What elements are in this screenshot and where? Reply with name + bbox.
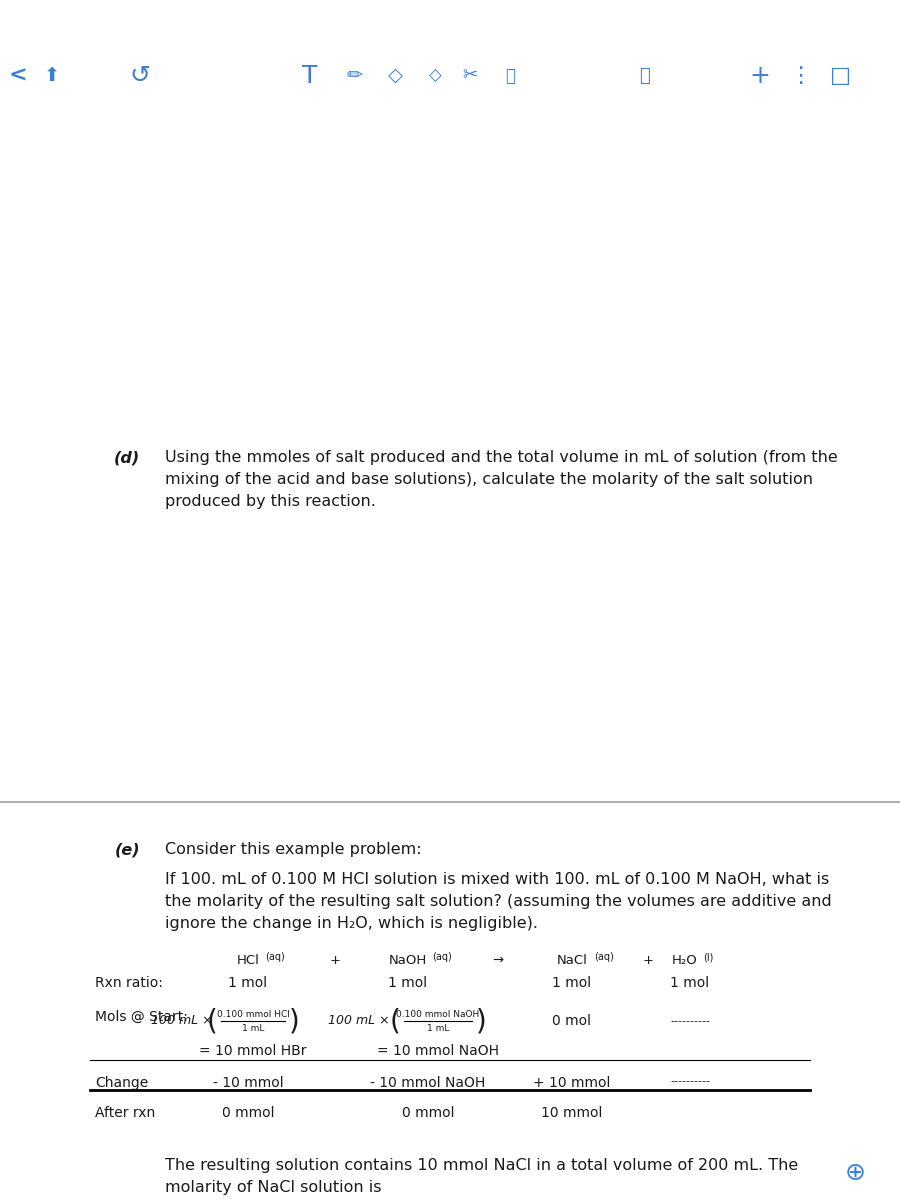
Text: (l): (l) (703, 952, 714, 962)
Text: the molarity of the resulting salt solution? (assuming the volumes are additive : the molarity of the resulting salt solut… (165, 894, 832, 910)
Text: ----------: ---------- (670, 1076, 710, 1086)
Text: = 10 mmol HBr: = 10 mmol HBr (199, 1044, 307, 1058)
Text: +: + (643, 954, 653, 967)
Text: ✂: ✂ (463, 66, 478, 84)
Text: ⬆: ⬆ (44, 66, 60, 85)
Text: T: T (302, 64, 318, 88)
Text: - 10 mmol NaOH: - 10 mmol NaOH (371, 1076, 486, 1090)
Text: (aq): (aq) (265, 952, 284, 962)
Text: 43%: 43% (860, 14, 888, 26)
Text: ◇: ◇ (428, 66, 441, 84)
Text: 0.100 mmol NaOH: 0.100 mmol NaOH (396, 1010, 480, 1019)
Text: + 10 mmol: + 10 mmol (534, 1076, 611, 1090)
Text: 100 mL ×: 100 mL × (151, 1014, 213, 1027)
Text: = 10 mmol NaOH: = 10 mmol NaOH (377, 1044, 499, 1058)
Text: 1 mol: 1 mol (553, 976, 591, 990)
Text: Mols @ Start:: Mols @ Start: (95, 1010, 188, 1024)
Text: HCl: HCl (237, 954, 259, 967)
Text: molarity of NaCl solution is: molarity of NaCl solution is (165, 1180, 382, 1195)
Text: ◇: ◇ (388, 66, 402, 85)
Text: ☆: ☆ (34, 1162, 56, 1186)
Text: (aq): (aq) (432, 952, 452, 962)
Text: □: □ (830, 66, 850, 85)
Text: ⋮: ⋮ (789, 66, 811, 85)
Text: ----------: ---------- (670, 1016, 710, 1026)
Text: 10 mmol: 10 mmol (541, 1106, 603, 1120)
Text: +: + (750, 64, 770, 88)
Text: (: ( (389, 1007, 400, 1036)
Text: 100 mL ×: 100 mL × (328, 1014, 390, 1027)
FancyBboxPatch shape (854, 10, 882, 30)
Text: 🎤: 🎤 (640, 66, 651, 84)
Text: +: + (329, 954, 340, 967)
Text: 0 mmol: 0 mmol (401, 1106, 454, 1120)
Text: NaCl: NaCl (556, 954, 588, 967)
Text: 0 mol: 0 mol (553, 1014, 591, 1028)
Text: H₂O: H₂O (672, 954, 698, 967)
Text: Consider this example problem:: Consider this example problem: (165, 842, 421, 857)
Text: (e): (e) (114, 842, 140, 857)
Text: ⊕: ⊕ (844, 1162, 866, 1186)
Text: ): ) (289, 1007, 300, 1036)
Text: (aq): (aq) (594, 952, 614, 962)
Text: 0.100 mmol HCl: 0.100 mmol HCl (217, 1010, 290, 1019)
Text: 1 mol: 1 mol (229, 976, 267, 990)
Text: (d): (d) (113, 450, 140, 466)
Text: 3:18 PM   Wed Nov 4: 3:18 PM Wed Nov 4 (12, 13, 156, 28)
Text: (: ( (206, 1007, 217, 1036)
Text: produced by this reaction.: produced by this reaction. (165, 494, 376, 509)
Text: 1 mol: 1 mol (670, 976, 709, 990)
Text: The resulting solution contains 10 mmol NaCl in a total volume of 200 mL. The: The resulting solution contains 10 mmol … (165, 1158, 798, 1174)
Text: - 10 mmol: - 10 mmol (212, 1076, 284, 1090)
Text: <: < (9, 66, 27, 85)
Text: 1 mL: 1 mL (242, 1024, 265, 1033)
Text: 1 mol: 1 mol (389, 976, 428, 990)
Text: 0 mmol: 0 mmol (221, 1106, 274, 1120)
Text: ): ) (476, 1007, 487, 1036)
Text: Rxn ratio:: Rxn ratio: (95, 976, 163, 990)
Text: If 100. mL of 0.100 M HCl solution is mixed with 100. mL of 0.100 M NaOH, what i: If 100. mL of 0.100 M HCl solution is mi… (165, 872, 829, 887)
Text: ◕: ◕ (814, 13, 826, 28)
Text: After rxn: After rxn (95, 1106, 155, 1120)
Text: ✏: ✏ (346, 66, 364, 85)
Text: Using the mmoles of salt produced and the total volume in mL of solution (from t: Using the mmoles of salt produced and th… (165, 450, 838, 466)
Text: ↺: ↺ (130, 64, 150, 88)
Text: →: → (492, 954, 504, 967)
Text: 1 mL: 1 mL (427, 1024, 449, 1033)
Text: ignore the change in H₂O, which is negligible).: ignore the change in H₂O, which is negli… (165, 916, 538, 931)
Text: 👋: 👋 (505, 66, 515, 84)
Text: mixing of the acid and base solutions), calculate the molarity of the salt solut: mixing of the acid and base solutions), … (165, 473, 813, 487)
Text: NaOH: NaOH (389, 954, 428, 967)
Text: Change: Change (95, 1076, 148, 1090)
